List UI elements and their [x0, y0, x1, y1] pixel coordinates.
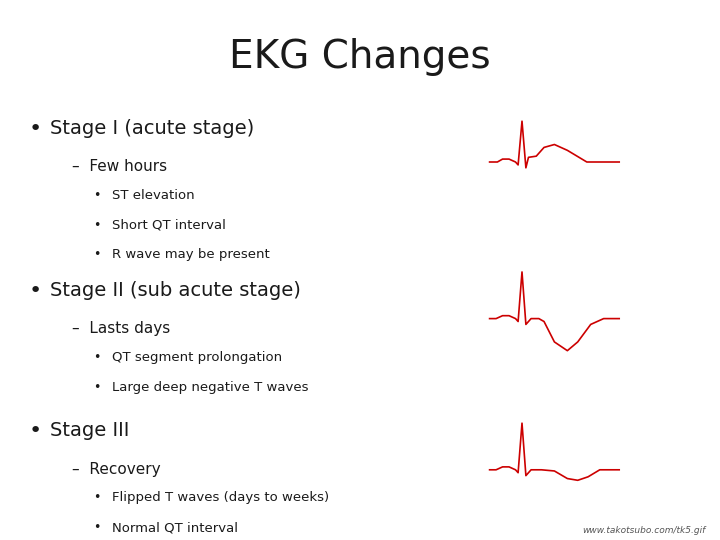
- Text: •: •: [94, 491, 101, 504]
- Text: Short QT interval: Short QT interval: [112, 219, 225, 232]
- Text: •: •: [94, 351, 101, 364]
- Text: •: •: [94, 521, 101, 534]
- Text: ST elevation: ST elevation: [112, 189, 194, 202]
- Text: EKG Changes: EKG Changes: [229, 38, 491, 76]
- Text: Stage II (sub acute stage): Stage II (sub acute stage): [50, 281, 301, 300]
- Text: •: •: [29, 281, 42, 301]
- Text: Flipped T waves (days to weeks): Flipped T waves (days to weeks): [112, 491, 329, 504]
- Text: QT segment prolongation: QT segment prolongation: [112, 351, 282, 364]
- Text: Stage I (acute stage): Stage I (acute stage): [50, 119, 255, 138]
- Text: •: •: [94, 381, 101, 394]
- Text: Stage III: Stage III: [50, 421, 130, 440]
- Text: –  Lasts days: – Lasts days: [72, 321, 170, 336]
- Text: Normal QT interval: Normal QT interval: [112, 521, 238, 534]
- Text: •: •: [29, 119, 42, 139]
- Text: www.takotsubo.com/tk5.gif: www.takotsubo.com/tk5.gif: [582, 525, 706, 535]
- Text: –  Few hours: – Few hours: [72, 159, 167, 174]
- Text: •: •: [94, 248, 101, 261]
- Text: •: •: [94, 189, 101, 202]
- Text: •: •: [29, 421, 42, 441]
- Text: Large deep negative T waves: Large deep negative T waves: [112, 381, 308, 394]
- Text: R wave may be present: R wave may be present: [112, 248, 269, 261]
- Text: –  Recovery: – Recovery: [72, 462, 161, 477]
- Text: •: •: [94, 219, 101, 232]
